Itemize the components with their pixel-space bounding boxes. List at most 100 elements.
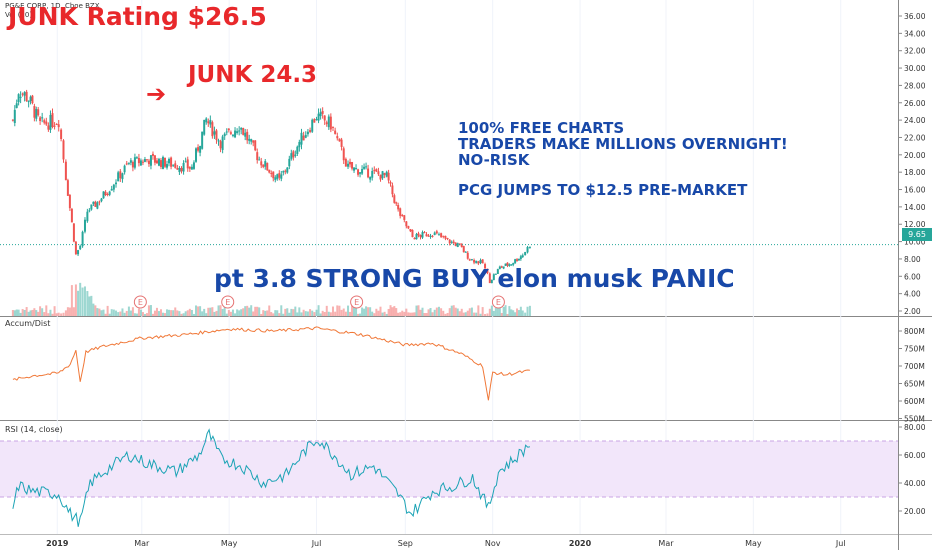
candle — [161, 157, 164, 169]
candle — [178, 167, 181, 173]
volume-bar — [450, 305, 453, 316]
volume-bar — [37, 311, 40, 316]
volume-bar — [500, 312, 503, 316]
candle — [516, 259, 519, 261]
candle — [211, 122, 214, 137]
volume-bar — [375, 308, 378, 316]
volume-bar — [280, 305, 283, 316]
candle — [217, 140, 220, 142]
volume-bar — [197, 306, 200, 316]
accum-dist-title: Accum/Dist — [5, 319, 51, 328]
candle — [421, 232, 424, 238]
volume-bar — [225, 313, 228, 316]
annotation-free-charts: 100% FREE CHARTS — [458, 119, 625, 137]
price-axis-label: 32.00 — [904, 47, 926, 56]
candle — [282, 171, 285, 173]
candle — [359, 172, 362, 174]
candle — [383, 173, 386, 175]
candle — [55, 124, 58, 126]
volume-bar — [145, 313, 148, 316]
candle — [213, 131, 216, 135]
volume-bar — [405, 308, 408, 316]
candle — [219, 141, 222, 149]
candle — [510, 264, 513, 266]
volume-bar — [488, 308, 491, 316]
volume-bar — [250, 305, 253, 316]
candle — [45, 121, 48, 125]
volume-bar — [304, 311, 307, 316]
volume-bar — [492, 310, 495, 316]
volume-bar — [231, 309, 234, 316]
volume-bar — [135, 313, 138, 316]
candle — [268, 169, 271, 173]
candle — [423, 232, 426, 234]
candle — [227, 128, 230, 131]
volume-bar — [393, 306, 396, 316]
volume-bar — [365, 306, 368, 316]
volume-bar — [344, 311, 347, 316]
volume-bar — [33, 308, 36, 316]
candle — [96, 202, 99, 209]
candle — [57, 124, 60, 128]
volume-bar — [351, 305, 354, 316]
volume-bar — [94, 305, 97, 316]
candle — [473, 260, 476, 263]
volume-bar — [254, 306, 257, 316]
candle — [231, 134, 234, 136]
volume-bar — [526, 306, 529, 316]
volume-bar — [88, 296, 91, 316]
volume-bar — [110, 309, 113, 316]
candle — [351, 162, 354, 169]
volume-bar — [516, 308, 519, 316]
candle — [79, 245, 82, 250]
volume-bar — [460, 308, 463, 316]
candle — [274, 177, 277, 180]
x-axis-label: Mar — [658, 539, 674, 548]
candle — [481, 259, 484, 264]
volume-bar — [159, 309, 162, 316]
volume-bar — [186, 310, 189, 316]
candle — [129, 160, 132, 163]
candle — [440, 233, 443, 237]
volume-bar — [39, 306, 42, 316]
candle — [300, 132, 303, 145]
volume-bar — [313, 312, 316, 316]
candle — [512, 263, 515, 265]
volume-bar — [163, 313, 166, 316]
candle — [466, 252, 469, 259]
price-axis-label: 16.00 — [904, 186, 926, 195]
earnings-marker-label: E — [496, 298, 501, 307]
volume-bar — [528, 305, 531, 316]
volume-bar — [403, 311, 406, 316]
candles-group — [11, 89, 531, 316]
volume-bar — [119, 311, 122, 316]
candle — [21, 93, 24, 95]
volume-bar — [129, 310, 132, 316]
volume-bar — [458, 311, 461, 316]
candle — [159, 160, 162, 167]
price-axis-label: 14.00 — [904, 203, 926, 212]
volume-bar — [417, 305, 420, 316]
volume-bar — [60, 313, 63, 316]
candle — [504, 263, 507, 266]
candle — [112, 184, 115, 190]
volume-bar — [359, 313, 362, 316]
candle — [477, 261, 480, 264]
x-axis-label: Mar — [134, 539, 150, 548]
candle — [323, 115, 326, 121]
candle — [355, 168, 358, 170]
candle — [292, 151, 295, 158]
price-axis-label: 28.00 — [904, 81, 926, 90]
volume-bar — [256, 306, 259, 316]
volume-bar — [411, 312, 414, 316]
volume-bar — [490, 305, 493, 316]
volume-bar — [512, 310, 515, 316]
candle — [64, 161, 67, 181]
candle — [399, 208, 402, 216]
price-axis-label: 34.00 — [904, 29, 926, 38]
candle — [401, 214, 404, 216]
accum-axis-label: 750M — [904, 345, 925, 354]
volume-bar — [475, 312, 478, 316]
volume-bar — [176, 310, 179, 316]
